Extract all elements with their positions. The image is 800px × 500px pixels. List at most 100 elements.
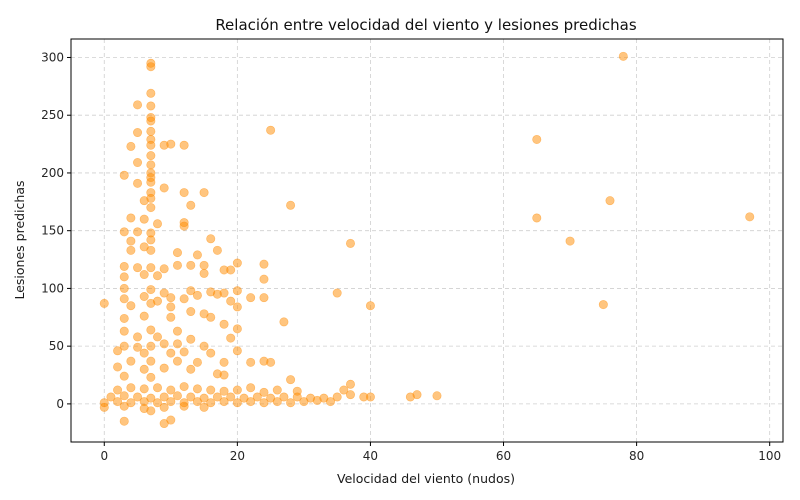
data-point <box>246 397 256 407</box>
data-point <box>166 415 176 425</box>
data-point <box>226 296 236 306</box>
data-point <box>272 385 282 395</box>
data-point <box>199 402 209 412</box>
data-point <box>259 387 269 397</box>
data-point <box>133 128 143 138</box>
data-point <box>139 270 149 280</box>
data-point <box>598 300 608 310</box>
data-point <box>246 357 256 367</box>
data-point <box>139 196 149 206</box>
data-point <box>179 221 189 231</box>
data-point <box>139 311 149 321</box>
data-point <box>119 401 129 411</box>
y-tick-label: 300 <box>41 50 64 64</box>
data-point <box>432 391 442 401</box>
data-point <box>232 398 242 408</box>
data-point <box>146 126 156 136</box>
data-point <box>226 333 236 343</box>
x-tick-label: 0 <box>100 449 108 463</box>
data-point <box>119 283 129 293</box>
data-point <box>365 392 375 402</box>
data-point <box>146 151 156 161</box>
data-point <box>259 259 269 269</box>
data-point <box>146 203 156 213</box>
data-point <box>139 291 149 301</box>
data-point <box>146 62 156 72</box>
data-point <box>172 248 182 258</box>
x-tick-label: 100 <box>758 449 781 463</box>
data-point <box>159 339 169 349</box>
data-point <box>126 141 136 151</box>
data-point <box>146 298 156 308</box>
data-point <box>159 402 169 412</box>
data-point <box>179 382 189 392</box>
data-point <box>332 288 342 298</box>
data-point <box>332 392 342 402</box>
data-point <box>119 170 129 180</box>
data-point <box>172 339 182 349</box>
data-point <box>153 398 163 408</box>
data-point <box>246 383 256 393</box>
data-point <box>199 260 209 270</box>
data-point <box>345 390 355 400</box>
data-point <box>219 265 229 275</box>
data-point <box>365 301 375 311</box>
data-point <box>153 383 163 393</box>
data-point <box>153 219 163 229</box>
data-point <box>179 401 189 411</box>
data-point <box>179 347 189 357</box>
data-point <box>232 286 242 296</box>
data-point <box>166 312 176 322</box>
y-tick-label: 100 <box>41 281 64 295</box>
data-point <box>119 416 129 426</box>
x-tick-label: 40 <box>363 449 378 463</box>
data-point <box>146 356 156 366</box>
y-tick-label: 0 <box>56 397 64 411</box>
data-point <box>99 402 109 412</box>
data-point <box>126 236 136 246</box>
data-point <box>146 245 156 255</box>
data-point <box>159 264 169 274</box>
data-point <box>172 391 182 401</box>
data-point <box>179 294 189 304</box>
data-point <box>565 236 575 246</box>
data-point <box>192 290 202 300</box>
data-point <box>186 392 196 402</box>
data-point <box>119 341 129 351</box>
data-point <box>212 392 222 402</box>
data-point <box>345 238 355 248</box>
data-point <box>133 332 143 342</box>
data-point <box>159 183 169 193</box>
data-point <box>146 285 156 295</box>
data-point <box>226 392 236 402</box>
data-point <box>146 160 156 170</box>
y-tick-label: 250 <box>41 108 64 122</box>
data-point <box>532 134 542 144</box>
data-point <box>206 385 216 395</box>
data-point <box>139 214 149 224</box>
data-point <box>119 294 129 304</box>
data-point <box>219 319 229 329</box>
data-point <box>119 326 129 336</box>
data-point <box>192 357 202 367</box>
data-point <box>146 101 156 111</box>
data-point <box>199 341 209 351</box>
data-point <box>206 398 216 408</box>
data-point <box>186 364 196 374</box>
data-point <box>192 384 202 394</box>
axis-ticks: 0 20 40 60 80 100 0 50 100 150 200 250 300 <box>41 50 781 463</box>
data-point <box>146 325 156 335</box>
data-point <box>133 227 143 237</box>
data-point <box>279 392 289 402</box>
data-points <box>99 51 755 429</box>
data-point <box>146 116 156 126</box>
data-point <box>146 406 156 416</box>
data-point <box>146 88 156 98</box>
data-point <box>166 348 176 358</box>
data-point <box>192 250 202 260</box>
data-point <box>232 385 242 395</box>
data-point <box>212 289 222 299</box>
y-axis-label: Lesiones predichas <box>12 180 27 299</box>
data-point <box>166 139 176 149</box>
data-point <box>286 375 296 385</box>
